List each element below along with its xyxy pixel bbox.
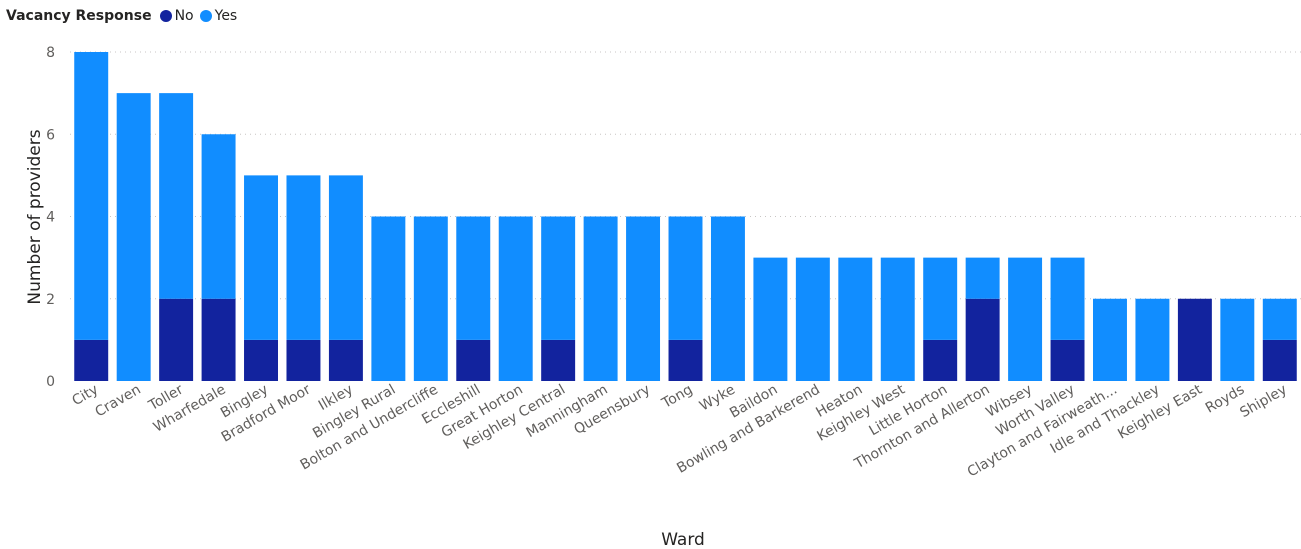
x-axis-label: Ward	[661, 530, 705, 549]
bar-yes-19[interactable]	[880, 257, 915, 381]
x-tick-label: Shipley	[1237, 382, 1289, 422]
bar-yes-15[interactable]	[710, 216, 745, 382]
y-tick-label: 2	[46, 292, 55, 308]
bar-yes-0[interactable]	[74, 52, 109, 340]
bar-no-2[interactable]	[159, 298, 194, 381]
bar-yes-14[interactable]	[668, 216, 703, 340]
bar-yes-6[interactable]	[328, 175, 363, 340]
bar-no-26[interactable]	[1177, 298, 1212, 381]
legend-item-yes[interactable]: Yes	[199, 8, 238, 24]
y-axis-ticks: 0 2 4 6 8	[46, 45, 55, 390]
bar-no-9[interactable]	[456, 339, 491, 381]
chart-legend: Vacancy Response No Yes	[6, 5, 243, 27]
bar-yes-23[interactable]	[1050, 257, 1085, 340]
legend-swatch-yes	[199, 10, 212, 22]
bar-no-11[interactable]	[541, 339, 576, 381]
legend-label-no: No	[174, 8, 194, 24]
bars	[74, 52, 1297, 381]
legend-label-yes: Yes	[214, 8, 238, 24]
bar-yes-9[interactable]	[456, 216, 491, 340]
bar-yes-11[interactable]	[541, 216, 576, 340]
bar-yes-25[interactable]	[1135, 298, 1170, 381]
y-tick-label: 4	[46, 210, 55, 226]
bar-yes-13[interactable]	[626, 216, 661, 382]
bar-no-4[interactable]	[244, 339, 278, 381]
bar-yes-7[interactable]	[371, 216, 406, 382]
bar-yes-5[interactable]	[286, 175, 321, 340]
bar-yes-21[interactable]	[965, 257, 1000, 299]
bar-yes-1[interactable]	[116, 93, 151, 381]
bar-yes-3[interactable]	[201, 134, 236, 299]
y-tick-label: 0	[46, 374, 55, 390]
bar-yes-22[interactable]	[1008, 257, 1043, 381]
bar-yes-2[interactable]	[159, 93, 194, 299]
bar-no-6[interactable]	[328, 339, 363, 381]
legend-title: Vacancy Response	[6, 8, 152, 24]
bar-no-0[interactable]	[74, 339, 109, 381]
bar-yes-16[interactable]	[753, 257, 788, 381]
bar-yes-8[interactable]	[413, 216, 448, 382]
y-axis-label: Number of providers	[25, 129, 45, 304]
bar-no-14[interactable]	[668, 339, 703, 381]
x-tick-label: Tong	[658, 382, 695, 413]
legend-item-no[interactable]: No	[159, 8, 194, 24]
bar-no-21[interactable]	[965, 298, 1000, 381]
bar-no-23[interactable]	[1050, 339, 1085, 381]
bar-no-5[interactable]	[286, 339, 321, 381]
bar-yes-10[interactable]	[498, 216, 533, 382]
y-tick-label: 6	[46, 127, 55, 143]
legend-swatch-no	[159, 10, 172, 22]
y-tick-label: 8	[46, 45, 55, 61]
x-tick-label: Craven	[92, 382, 143, 421]
bar-yes-12[interactable]	[583, 216, 618, 382]
bar-yes-24[interactable]	[1093, 298, 1127, 381]
bar-yes-17[interactable]	[795, 257, 830, 381]
bar-yes-27[interactable]	[1220, 298, 1255, 381]
bar-yes-18[interactable]	[838, 257, 873, 381]
bar-yes-28[interactable]	[1262, 298, 1297, 340]
bar-no-28[interactable]	[1262, 339, 1297, 381]
bar-no-3[interactable]	[201, 298, 236, 381]
bar-yes-20[interactable]	[923, 257, 958, 340]
bar-no-20[interactable]	[923, 339, 958, 381]
bar-yes-4[interactable]	[244, 175, 278, 340]
